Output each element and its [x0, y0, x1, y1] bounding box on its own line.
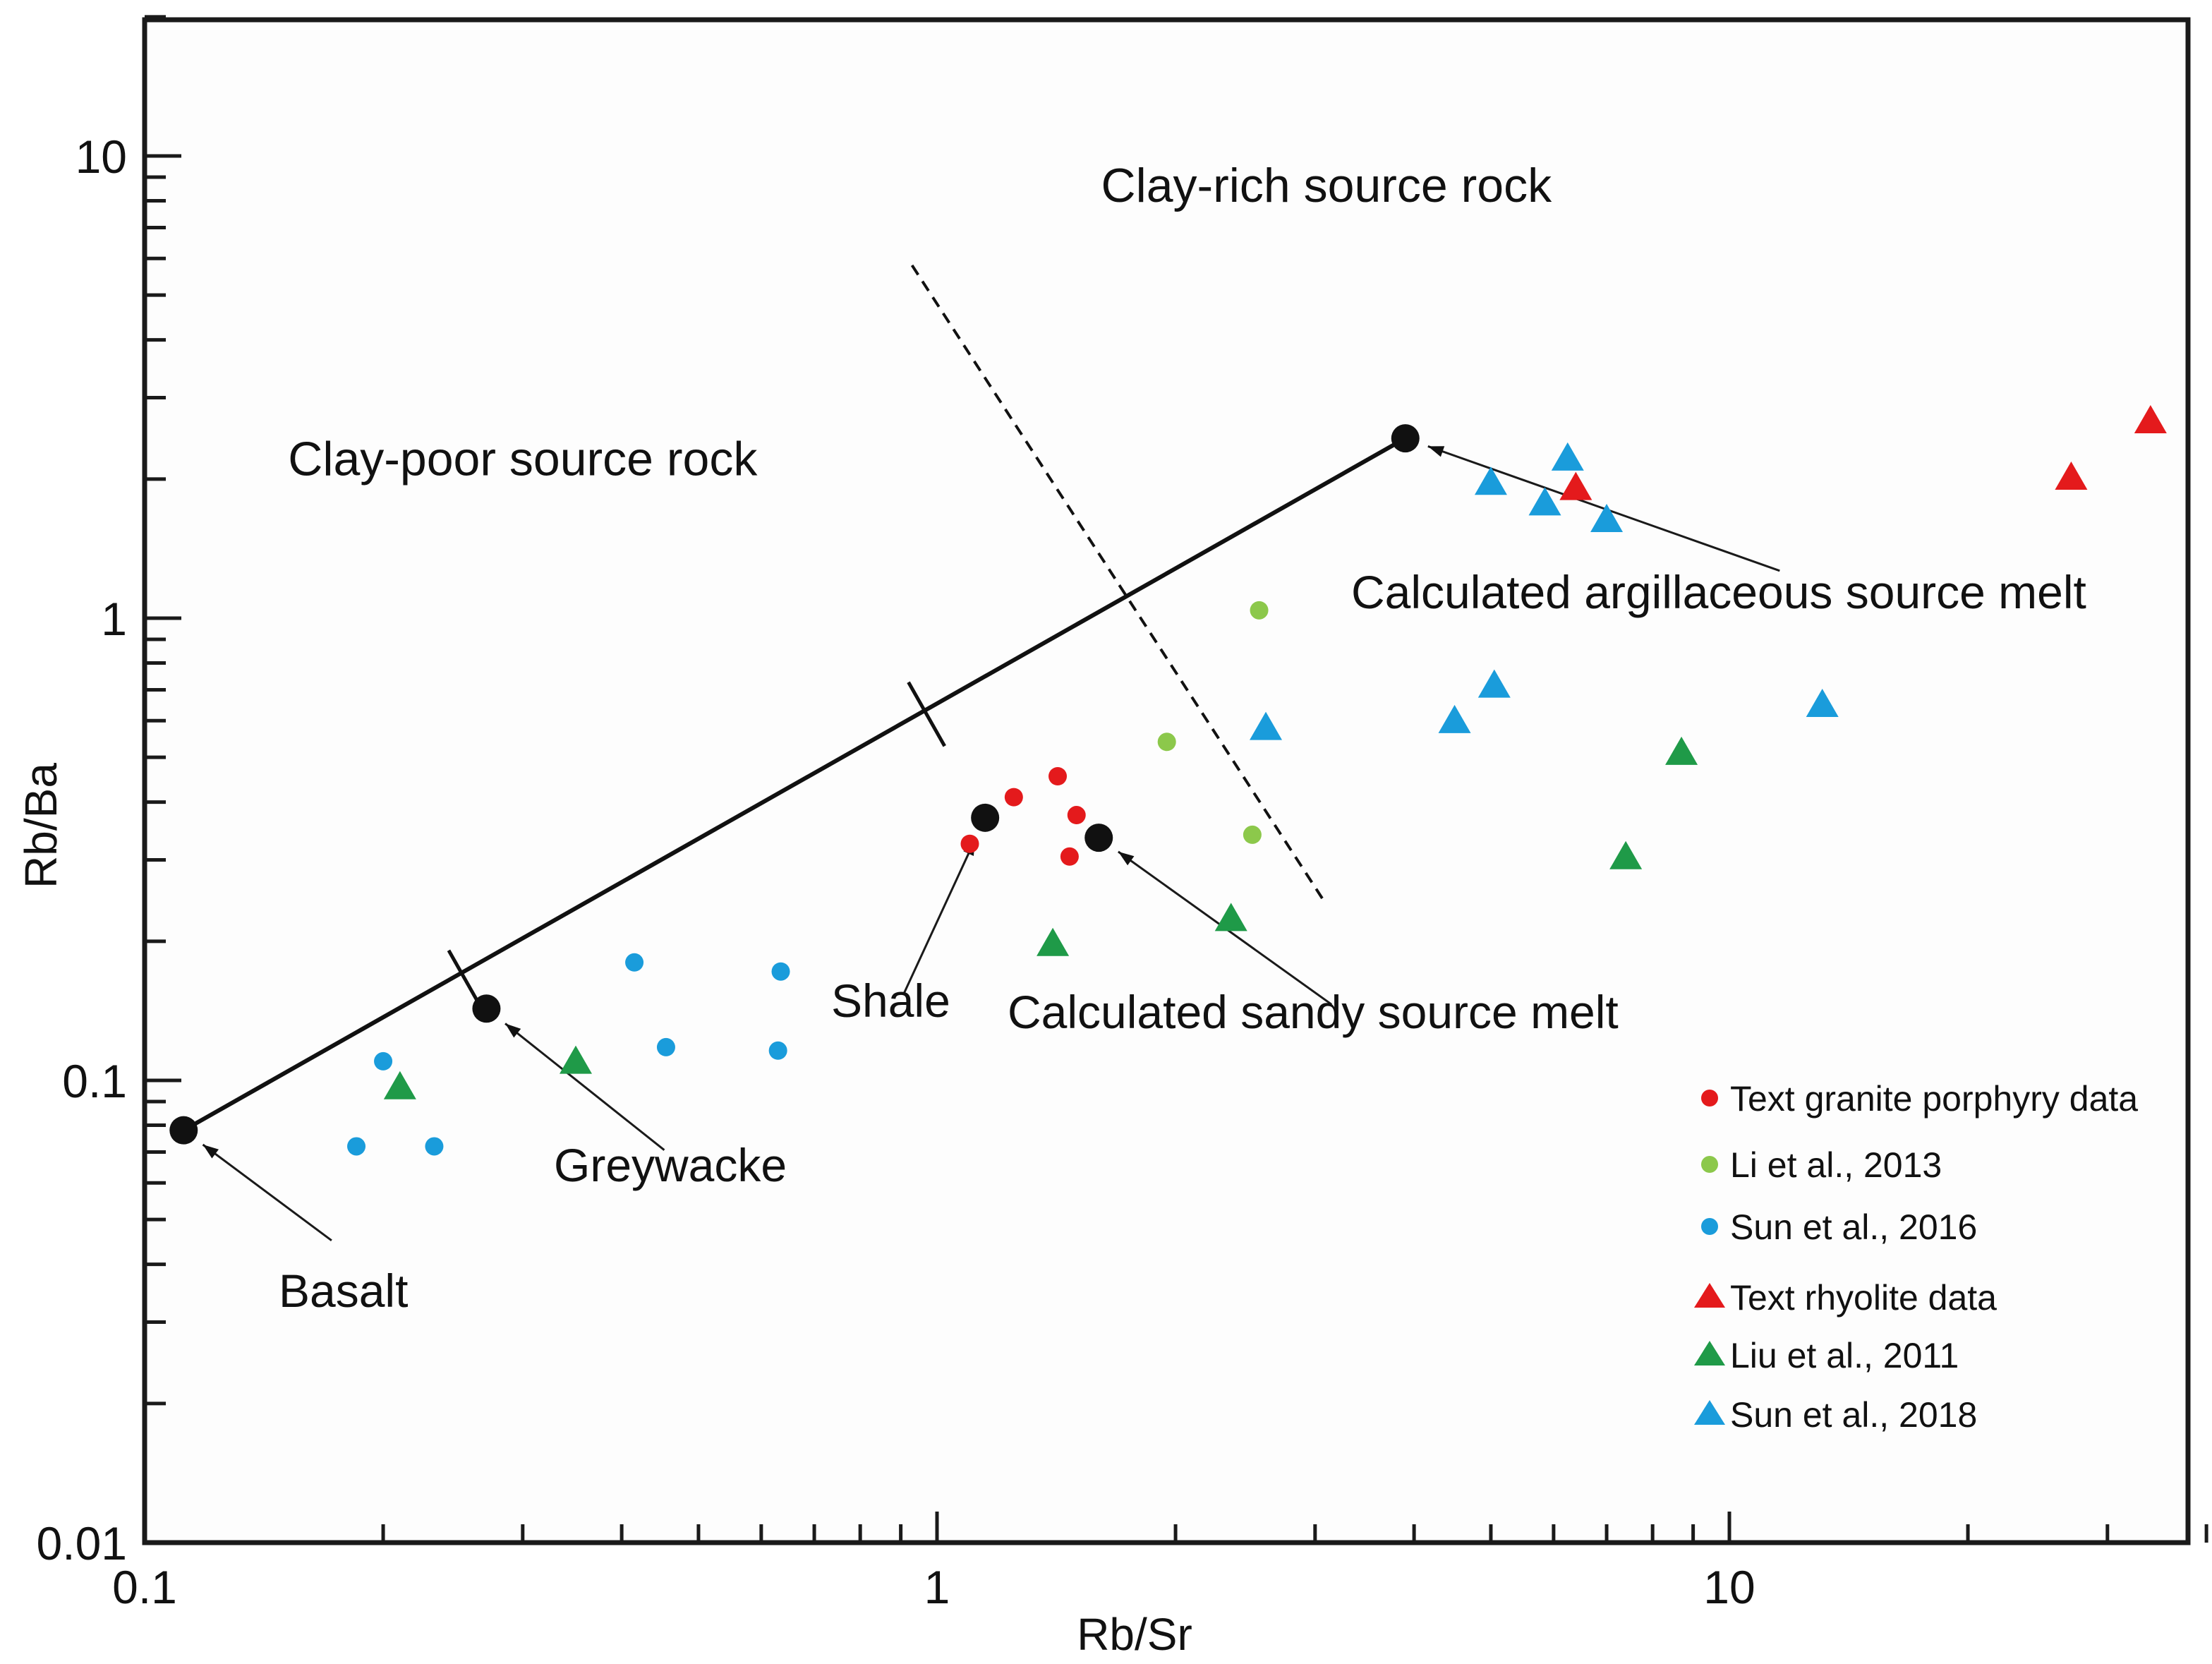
data-point: [1004, 788, 1023, 807]
data-point: [1067, 806, 1086, 825]
data-point: [1528, 487, 1561, 516]
legend-item-liu-et-al-2011: Liu et al., 2011: [1694, 1336, 1959, 1375]
legend-marker: [1694, 1283, 1725, 1308]
legend-item-text-granite-porphyry-data: Text granite porphyry data: [1701, 1079, 2138, 1119]
y-tick-label: 0.1: [62, 1055, 127, 1107]
data-point: [1559, 471, 1592, 500]
series-text-granite-porphyry-data: [960, 767, 1086, 866]
data-point: [768, 1041, 787, 1060]
data-point: [2134, 404, 2167, 433]
end-member-calculated-sandy-source-melt: [1084, 824, 1113, 852]
legend-label: Sun et al., 2018: [1730, 1395, 1977, 1435]
data-point: [425, 1137, 444, 1156]
y-axis-label: Rb/Ba: [16, 763, 66, 888]
data-point: [1806, 688, 1839, 717]
x-tick-label: 1: [924, 1561, 950, 1613]
data-point: [771, 962, 790, 981]
legend-label: Sun et al., 2016: [1730, 1207, 1977, 1247]
arrow-line: [202, 1143, 332, 1242]
data-point: [1048, 767, 1068, 786]
legend-item-sun-et-al-2018: Sun et al., 2018: [1694, 1395, 1977, 1435]
legend-marker: [1701, 1218, 1718, 1235]
label-basalt: Basalt: [279, 1265, 408, 1317]
data-point: [1477, 669, 1511, 698]
arrow-head: [203, 1144, 219, 1159]
arrow-line: [1427, 445, 1780, 572]
end-member-basalt: [169, 1116, 198, 1145]
arrow-head: [1427, 446, 1445, 457]
mixing-line: [182, 436, 1407, 1133]
series-sun-et-al-2018: [1250, 442, 1839, 740]
series-sun-et-al-2016: [347, 953, 790, 1156]
data-point: [1060, 847, 1079, 866]
legend-item-text-rhyolite-data: Text rhyolite data: [1694, 1278, 1997, 1318]
arrow-head: [505, 1023, 521, 1038]
end-member-calculated-argillaceous-source-melt: [1391, 424, 1420, 453]
data-series: [347, 404, 2167, 1156]
arrow-line: [902, 839, 977, 995]
arrow-line: [504, 1023, 665, 1151]
end-member-shale: [971, 803, 1000, 832]
legend-marker: [1694, 1341, 1725, 1365]
y-tick-label: 0.01: [37, 1517, 127, 1569]
x-tick-label: 0.1: [112, 1561, 177, 1613]
series-li-et-al-2013: [1157, 601, 1269, 844]
legend-label: Liu et al., 2011: [1730, 1336, 1959, 1375]
legend-item-sun-et-al-2016: Sun et al., 2016: [1701, 1207, 1977, 1247]
data-point: [1037, 927, 1070, 956]
data-point: [2055, 462, 2088, 490]
end-member-points: [169, 424, 1420, 1145]
series-text-rhyolite-data: [1559, 404, 2167, 500]
legend-label: Text granite porphyry data: [1730, 1079, 2138, 1119]
data-point: [1438, 704, 1471, 733]
plot-area: [142, 17, 2191, 1545]
region-label-clay-rich-source-rock: Clay-rich source rock: [1101, 159, 1552, 212]
series-liu-et-al-2011: [383, 736, 1698, 1099]
data-point: [1551, 442, 1584, 471]
data-point: [1250, 601, 1269, 620]
data-point: [1590, 503, 1624, 532]
legend-marker: [1701, 1156, 1718, 1173]
label-calculated-argillaceous-source-melt: Calculated argillaceous source melt: [1351, 566, 2086, 618]
data-point: [960, 834, 979, 853]
label-greywacke: Greywacke: [554, 1139, 787, 1191]
data-point: [656, 1037, 675, 1056]
data-point: [347, 1137, 366, 1156]
end-member-greywacke: [472, 994, 501, 1023]
arrow-head: [1118, 851, 1135, 866]
legend-marker: [1701, 1090, 1718, 1107]
x-axis-label: Rb/Sr: [1077, 1609, 1192, 1660]
data-point: [559, 1045, 592, 1074]
data-point: [1474, 466, 1507, 495]
y-tick-label: 10: [75, 131, 127, 183]
data-point: [1250, 711, 1283, 740]
data-point: [1214, 903, 1247, 932]
divider-line: [910, 264, 1328, 906]
data-point: [1609, 840, 1643, 869]
region-label-clay-poor-source-rock: Clay-poor source rock: [288, 433, 758, 486]
legend-marker: [1694, 1400, 1725, 1425]
label-calculated-sandy-source-melt: Calculated sandy source melt: [1008, 986, 1619, 1038]
data-point: [1157, 732, 1176, 752]
mixing-line-tick: [907, 681, 946, 747]
data-point: [383, 1071, 416, 1099]
legend-item-li-et-al-2013: Li et al., 2013: [1701, 1145, 1942, 1185]
legend: Text granite porphyry data Li et al., 201…: [1694, 1079, 2138, 1435]
data-point: [374, 1051, 393, 1071]
annotation-labels: Basalt Greywacke Shale Calculated sandy sou…: [279, 159, 2086, 1317]
x-tick-label: 10: [1703, 1561, 1755, 1613]
data-point: [625, 953, 644, 972]
legend-label: Text rhyolite data: [1730, 1278, 1997, 1318]
data-point: [1243, 825, 1262, 844]
y-tick-label: 1: [101, 593, 127, 645]
data-point: [1665, 736, 1698, 765]
label-shale: Shale: [831, 975, 950, 1027]
legend-label: Li et al., 2013: [1730, 1145, 1942, 1185]
